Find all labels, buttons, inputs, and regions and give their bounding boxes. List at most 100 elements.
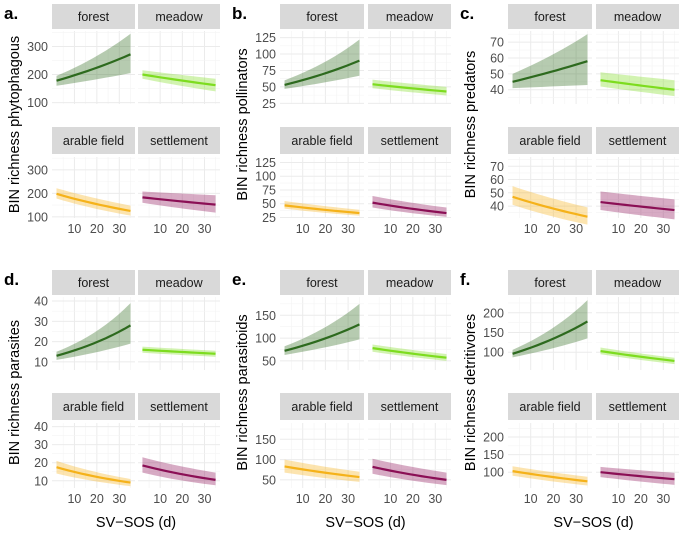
panel-a-arable-field-xtick-label: 30: [112, 222, 126, 236]
panel-f-settlement-xtick-label: 10: [611, 492, 625, 506]
panel-e-arable-field-xtick-label: 20: [318, 492, 332, 506]
panel-b-ylabel: BIN richness pollinators: [235, 48, 251, 200]
panel-c-arable-field-strip: [508, 127, 592, 154]
panel-a-forest-ytick-label: 100: [27, 96, 48, 110]
panel-b-settlement-strip-label: settlement: [381, 134, 439, 148]
panel-b-arable-field-ytick-label: 25: [262, 211, 276, 225]
panel-c-letter: c.: [460, 4, 474, 23]
panel-a-arable-field-ytick-label: 100: [27, 210, 48, 224]
panel-c-ylabel: BIN richness predators: [463, 51, 479, 198]
panel-f-forest-ytick-label: 100: [483, 346, 504, 360]
panel-f-forest-ytick-label: 150: [483, 326, 504, 340]
panel-a-settlement-strip-label: settlement: [150, 134, 208, 148]
panel-d-meadow-strip: [138, 270, 220, 295]
panel-a-arable-field-strip: [52, 127, 135, 154]
panel-b-forest-ytick-label: 25: [262, 97, 276, 111]
panel-f-forest-ribbon: [512, 300, 588, 358]
panel-b-arable-field-strip-label: arable field: [291, 134, 352, 148]
panel-b-settlement-strip: [368, 127, 451, 154]
panel-c-meadow-line: [600, 79, 675, 91]
panel-f-ylabel: BIN richness detritivores: [463, 314, 479, 471]
panel-c-arable-field-strip-label: arable field: [519, 134, 580, 148]
panel-e-xlabel: SV−SOS (d): [325, 515, 405, 531]
panel-a-ylabel: BIN richness phytophagous: [7, 36, 23, 213]
panel-c-settlement-strip-label: settlement: [609, 134, 667, 148]
panel-b-letter: b.: [232, 4, 247, 23]
panel-d-arable-field-strip: [52, 393, 135, 420]
panel-a-arable-field-xtick-label: 10: [67, 222, 81, 236]
panel-f-arable-field-xtick-label: 10: [524, 492, 538, 506]
panel-d-arable-field-ytick-label: 20: [34, 456, 48, 470]
panel-c-arable-field-ytick-label: 40: [490, 200, 504, 214]
panel-e-meadow-line: [372, 347, 447, 359]
panel-f-forest-ytick-label: 200: [483, 306, 504, 320]
panel-b-settlement-xtick-label: 10: [383, 222, 397, 236]
panel-d-settlement-xtick-label: 10: [153, 492, 167, 506]
panel-f-settlement-xtick-label: 30: [656, 492, 670, 506]
panel-a-arable-field-ribbon: [56, 188, 131, 216]
panel-c-settlement-strip: [596, 127, 679, 154]
panel-e-settlement-xtick-label: 30: [428, 492, 442, 506]
panel-c-settlement-xtick-label: 30: [656, 222, 670, 236]
panel-f-xlabel: SV−SOS (d): [553, 515, 633, 531]
panel-c-forest-ytick-label: 60: [490, 51, 504, 65]
panel-a-arable-field-strip-label: arable field: [63, 134, 124, 148]
panel-c-forest-line: [512, 60, 588, 83]
panel-e-forest-ytick-label: 50: [262, 354, 276, 368]
panel-e-forest-line: [284, 323, 360, 352]
panel-e-settlement-line: [372, 465, 447, 481]
panel-d-forest-strip: [52, 270, 135, 295]
panel-d-settlement-strip: [138, 393, 220, 420]
panel-b-forest-ytick-label: 75: [262, 64, 276, 78]
panel-f-arable-field-ytick-label: 200: [483, 431, 504, 445]
panel-b-forest-ytick-label: 50: [262, 80, 276, 94]
panel-e-settlement-xtick-label: 20: [406, 492, 420, 506]
panel-b-arable-field-ytick-label: 100: [255, 170, 276, 184]
panel-a-meadow-line: [142, 73, 216, 87]
panel-c-forest-ytick-label: 70: [490, 36, 504, 50]
panel-c-settlement-xtick-label: 10: [611, 222, 625, 236]
panel-a-settlement-strip: [138, 127, 220, 154]
panel-f-arable-field-ytick-label: 100: [483, 466, 504, 480]
panel-b-meadow-line: [372, 83, 447, 93]
panel-f-forest-line: [512, 320, 588, 355]
panel-c-arable-field-ytick-label: 70: [490, 160, 504, 174]
panel-b-settlement-xtick-label: 30: [428, 222, 442, 236]
panel-b-arable-field-ytick-label: 50: [262, 197, 276, 211]
panel-e-arable-field-xtick-label: 10: [296, 492, 310, 506]
panel-e-arable-field-xtick-label: 30: [341, 492, 355, 506]
panel-a-settlement-xtick-label: 30: [198, 222, 212, 236]
panel-e-letter: e.: [232, 270, 246, 289]
panel-e-arable-field-line: [284, 465, 360, 479]
panel-e-arable-field-strip: [280, 393, 364, 420]
panel-e-arable-field-ribbon: [284, 459, 360, 482]
panel-b-meadow-strip: [368, 4, 451, 29]
panel-f-meadow-line: [600, 349, 675, 363]
panel-f-forest-strip: [508, 270, 592, 295]
panel-d-letter: d.: [4, 270, 19, 289]
panel-f-letter: f.: [460, 270, 470, 289]
panel-d-arable-field-xtick-label: 20: [90, 492, 104, 506]
panel-a-settlement-xtick-label: 20: [175, 222, 189, 236]
panel-d-arable-field-xtick-label: 30: [112, 492, 126, 506]
panel-b-forest-ribbon: [284, 39, 360, 89]
panel-a-letter: a.: [4, 4, 18, 23]
panel-a-arable-field-line: [56, 192, 131, 213]
panel-c-arable-field-xtick-label: 10: [524, 222, 538, 236]
panel-f-meadow-strip-label: meadow: [614, 276, 662, 290]
panel-a-arable-field-ytick-label: 200: [27, 187, 48, 201]
panel-d-forest-ytick-label: 20: [34, 335, 48, 349]
panel-b-settlement-line: [372, 201, 447, 215]
panel-d-arable-field-ytick-label: 10: [34, 474, 48, 488]
panel-f-arable-field-strip: [508, 393, 592, 420]
panel-d-forest-ribbon: [56, 303, 131, 360]
panel-c-forest-strip: [508, 4, 592, 29]
panel-d-arable-field-strip-label: arable field: [63, 400, 124, 414]
panel-b-forest-ytick-label: 125: [255, 31, 276, 45]
panel-b-forest-strip-label: forest: [306, 10, 338, 24]
panel-c-meadow-strip: [596, 4, 679, 29]
panel-e-settlement-strip: [368, 393, 451, 420]
panel-f-arable-field-xtick-label: 30: [569, 492, 583, 506]
panel-d-arable-field-ytick-label: 40: [34, 420, 48, 434]
